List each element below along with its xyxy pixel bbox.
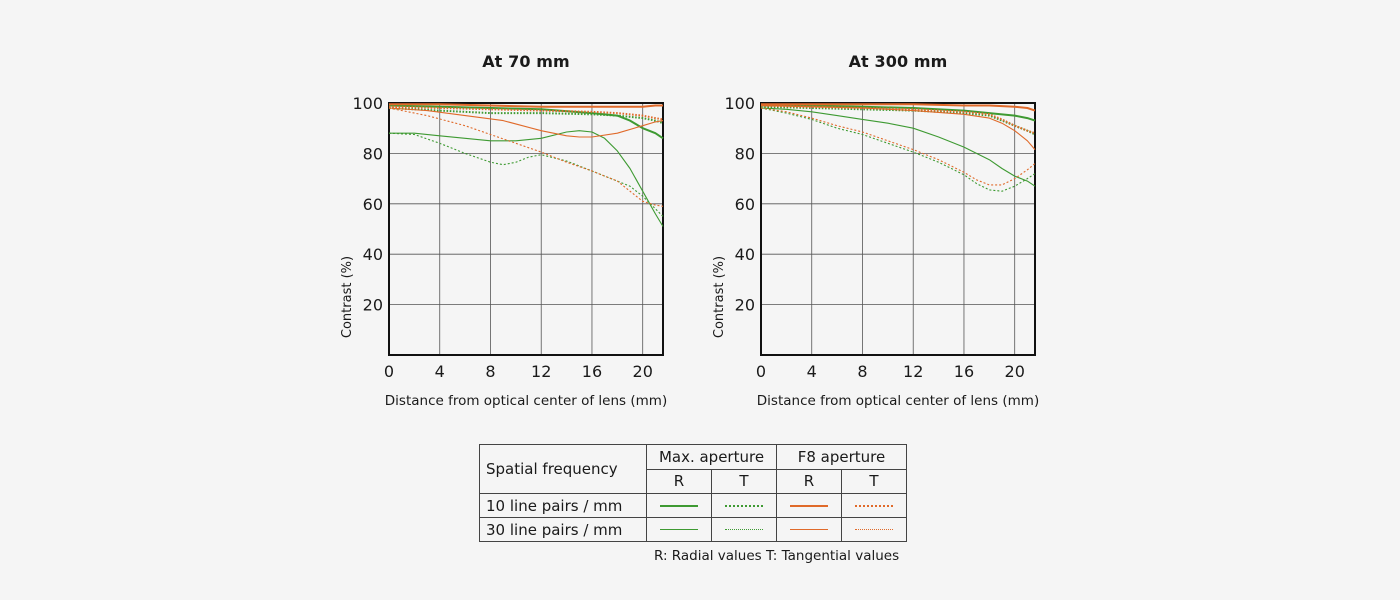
legend-f8-r-header: R	[776, 468, 842, 494]
y-axis-label: Contrast (%)	[340, 256, 355, 338]
y-tick-label: 60	[735, 195, 755, 214]
legend-swatch-max-r-10	[660, 504, 698, 507]
y-tick-label: 80	[735, 144, 755, 163]
legend-max-aperture-header: Max. aperture	[646, 444, 777, 470]
y-tick-label: 40	[735, 245, 755, 264]
legend-max-t-header: T	[711, 468, 777, 494]
legend-swatch-max-t-10	[725, 504, 763, 507]
legend-f8-t-header: T	[841, 468, 907, 494]
series-line-f8-r-10lp	[389, 103, 663, 108]
x-tick-label: 0	[756, 362, 766, 381]
x-tick-label: 20	[633, 362, 653, 381]
legend-swatch-max-t-30	[725, 529, 763, 530]
series-line-f8-r-10lp	[761, 103, 1036, 112]
x-axis-label: Distance from optical center of lens (mm…	[385, 393, 667, 409]
y-tick-label: 20	[363, 296, 383, 315]
chart-title-300mm: At 300 mm	[848, 52, 948, 71]
legend-swatch-cell	[711, 517, 777, 542]
legend-swatch-cell	[841, 493, 907, 518]
x-tick-label: 12	[531, 362, 551, 381]
series-line-max-r-30lp	[760, 107, 1036, 187]
series-line-f8-r-30lp	[388, 107, 664, 138]
legend-spatial-frequency-header: Spatial frequency	[479, 444, 647, 494]
mtf-chart-300mm: 0 4 8 12 16 20 20 40 60 80 100 Distance from optica…	[712, 94, 1039, 409]
legend-swatch-cell	[646, 517, 712, 542]
legend-swatch-f8-t-30	[855, 529, 893, 530]
series-line-max-r-30lp	[389, 130, 664, 227]
y-tick-label: 40	[363, 245, 383, 264]
x-tick-label: 20	[1005, 362, 1025, 381]
series-line-f8-t-30lp	[388, 107, 664, 207]
legend-max-r-header: R	[646, 468, 712, 494]
x-tick-label: 16	[954, 362, 974, 381]
legend-swatch-cell	[776, 493, 842, 518]
legend-table: Spatial frequency Max. aperture F8 apert…	[479, 444, 907, 542]
x-tick-label: 8	[485, 362, 495, 381]
y-tick-label: 80	[363, 144, 383, 163]
legend-swatch-f8-t-10	[855, 504, 893, 507]
plot-frame	[760, 102, 1036, 356]
legend-swatch-cell	[841, 517, 907, 542]
series-line-f8-t-30lp	[760, 107, 1036, 186]
series-line-f8-r-30lp	[760, 104, 1036, 150]
x-tick-label: 0	[384, 362, 394, 381]
x-tick-label: 8	[857, 362, 867, 381]
series-line-max-t-30lp	[760, 107, 1036, 192]
series-line-max-r-10lp	[761, 104, 1036, 122]
x-tick-label: 4	[807, 362, 817, 381]
legend-row-30lp: 30 line pairs / mm	[479, 517, 647, 542]
x-tick-label: 16	[582, 362, 602, 381]
y-tick-label: 100	[352, 94, 383, 113]
legend-swatch-cell	[776, 517, 842, 542]
x-axis-label: Distance from optical center of lens (mm…	[757, 393, 1039, 409]
x-tick-label: 12	[903, 362, 923, 381]
y-tick-label: 100	[724, 94, 755, 113]
x-tick-label: 4	[435, 362, 445, 381]
y-tick-label: 20	[735, 296, 755, 315]
legend-swatch-f8-r-30	[790, 529, 828, 530]
legend-swatch-f8-r-10	[790, 504, 828, 507]
legend-swatch-cell	[711, 493, 777, 518]
legend-swatch-cell	[646, 493, 712, 518]
series-line-f8-t-10lp	[388, 105, 664, 121]
series-line-max-t-10lp	[388, 107, 664, 125]
mtf-chart-70mm: 0 4 8 12 16 20 20 40 60 80 100 Distance from optica…	[340, 94, 667, 409]
legend-f8-aperture-header: F8 aperture	[776, 444, 907, 470]
legend-note: R: Radial values T: Tangential values	[654, 548, 900, 564]
series-line-f8-t-10lp	[760, 104, 1036, 135]
series-line-max-t-30lp	[388, 132, 664, 217]
y-tick-label: 60	[363, 195, 383, 214]
legend-row-10lp: 10 line pairs / mm	[479, 493, 647, 518]
chart-title-70mm: At 70 mm	[482, 52, 570, 71]
y-axis-label: Contrast (%)	[712, 256, 727, 338]
plot-frame	[388, 102, 664, 356]
legend-swatch-max-r-30	[660, 529, 698, 530]
